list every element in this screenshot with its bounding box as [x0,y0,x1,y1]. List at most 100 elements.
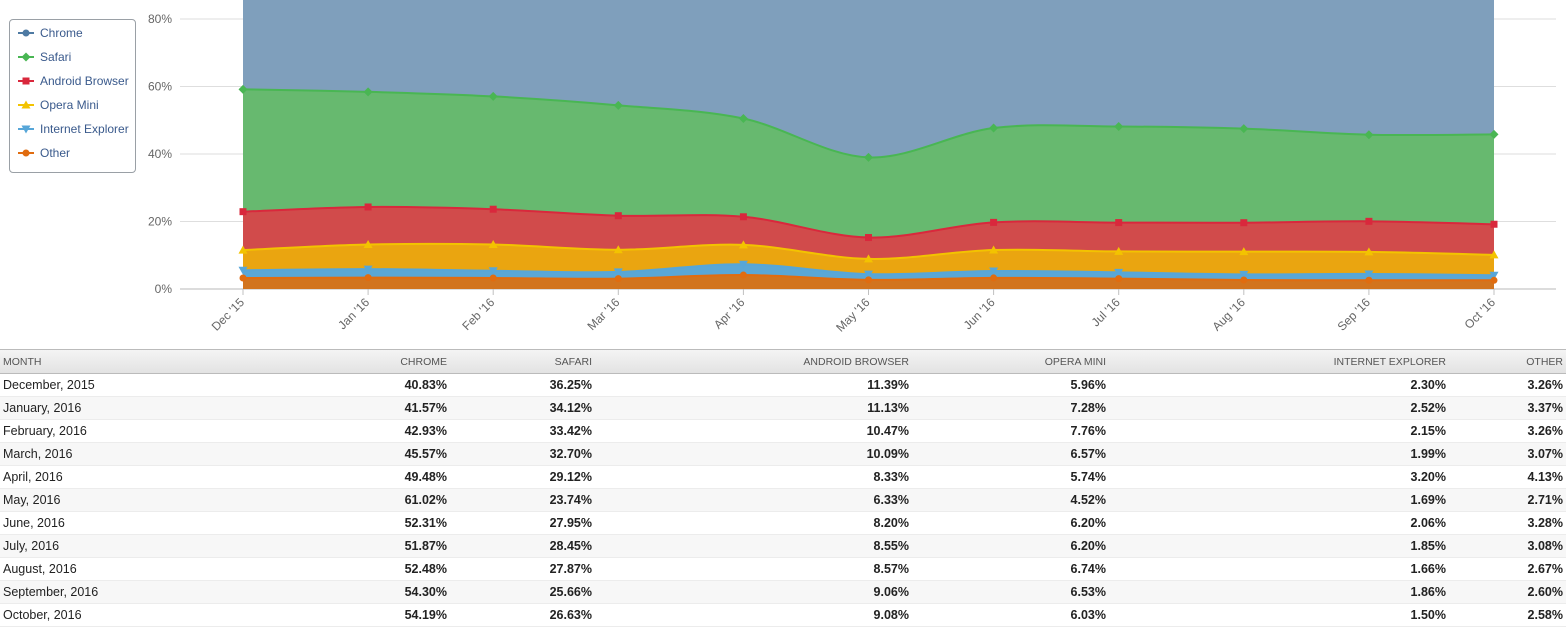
cell-internet-explorer: 2.52% [1109,396,1449,420]
data-point[interactable] [489,274,497,282]
cell-chrome: 42.93% [236,419,450,443]
data-point[interactable] [1489,250,1499,259]
y-tick-label: 0% [155,282,173,296]
data-point[interactable] [239,274,247,282]
data-point[interactable] [864,152,873,162]
data-point[interactable] [238,84,248,94]
table-row: March, 2016 45.57% 32.70% 10.09% 6.57% 1.99% 3… [0,442,1566,466]
data-point[interactable] [238,266,248,275]
cell-internet-explorer: 1.99% [1109,442,1449,466]
area-internet-explorer[interactable] [243,264,1494,281]
column-header-android-browser[interactable]: ANDROID BROWSER [595,349,912,374]
data-point[interactable] [1489,271,1499,280]
data-point[interactable] [738,113,748,123]
cell-safari: 23.74% [450,488,595,512]
data-point[interactable] [1114,268,1124,277]
data-point[interactable] [738,260,748,269]
column-header-chrome[interactable]: CHROME [236,349,450,374]
data-point[interactable] [1239,124,1249,134]
cell-internet-explorer: 2.15% [1109,419,1449,443]
cell-internet-explorer: 2.06% [1109,511,1449,535]
legend-item-chrome[interactable]: Chrome [18,24,83,42]
data-point[interactable] [1240,219,1248,227]
column-header-safari[interactable]: SAFARI [450,349,595,374]
data-point[interactable] [613,268,623,277]
cell-android-browser: 8.57% [595,557,912,581]
data-point[interactable] [1364,247,1374,256]
data-point[interactable] [1365,276,1373,284]
data-point[interactable] [238,245,248,254]
cell-other: 2.60% [1449,580,1566,604]
area-android-browser[interactable] [243,206,1494,259]
cell-month: August, 2016 [0,557,236,581]
column-header-opera-mini[interactable]: OPERA MINI [912,349,1109,374]
legend-item-android-browser[interactable]: Android Browser [18,72,129,90]
column-header-month[interactable]: MONTH [0,349,236,374]
data-point[interactable] [1365,217,1373,225]
legend-marker-icon [18,100,34,109]
data-point[interactable] [239,208,247,216]
data-point[interactable] [1239,247,1249,256]
data-point[interactable] [1114,246,1124,255]
cell-chrome: 41.57% [236,396,450,420]
data-point[interactable] [989,267,999,276]
data-point[interactable] [363,240,373,249]
data-point[interactable] [989,123,999,133]
data-point[interactable] [1115,275,1123,283]
cell-internet-explorer: 1.50% [1109,603,1449,627]
area-chrome[interactable] [243,0,1494,158]
cell-month: January, 2016 [0,396,236,420]
data-point[interactable] [739,271,747,279]
data-point[interactable] [1364,130,1374,140]
data-point[interactable] [1114,122,1124,132]
series-markers [238,84,1499,284]
data-point[interactable] [1364,270,1374,279]
cell-safari: 36.25% [450,373,595,397]
data-point[interactable] [739,213,747,221]
data-point[interactable] [990,218,998,226]
data-point[interactable] [865,276,872,284]
data-point[interactable] [738,240,748,249]
cell-month: July, 2016 [0,534,236,558]
data-point[interactable] [364,274,372,282]
legend-item-safari[interactable]: Safari [18,48,71,66]
data-point[interactable] [613,245,623,254]
cell-chrome: 49.48% [236,465,450,489]
data-point[interactable] [1240,276,1248,284]
data-point[interactable] [1115,219,1123,227]
data-point[interactable] [1490,220,1498,228]
data-point[interactable] [1239,270,1249,279]
table-row: October, 2016 54.19% 26.63% 9.08% 6.03% 1.50%… [0,603,1566,627]
cell-opera-mini: 7.28% [912,396,1109,420]
table-row: August, 2016 52.48% 27.87% 8.57% 6.74% 1.66% 2… [0,557,1566,581]
x-tick-label: Sep '16 [1335,295,1374,334]
cell-other: 4.13% [1449,465,1566,489]
data-point[interactable] [864,270,873,279]
cell-opera-mini: 6.53% [912,580,1109,604]
data-point[interactable] [864,254,873,263]
data-point[interactable] [990,274,998,282]
data-point[interactable] [1489,129,1499,139]
data-point[interactable] [989,245,999,254]
cell-internet-explorer: 1.85% [1109,534,1449,558]
data-point[interactable] [614,275,622,283]
data-point[interactable] [364,203,372,211]
data-point[interactable] [363,87,373,97]
cell-chrome: 54.19% [236,603,450,627]
data-point[interactable] [488,267,498,276]
data-point[interactable] [489,205,497,213]
area-safari[interactable] [243,89,1494,238]
legend-item-other[interactable]: Other [18,144,70,162]
legend-item-internet-explorer[interactable]: Internet Explorer [18,120,129,138]
cell-internet-explorer: 1.69% [1109,488,1449,512]
column-header-other[interactable]: OTHER [1449,349,1566,374]
data-point[interactable] [865,234,872,242]
data-point[interactable] [614,212,622,220]
data-point[interactable] [613,100,623,110]
data-point[interactable] [363,265,373,274]
legend-item-opera-mini[interactable]: Opera Mini [18,96,99,114]
data-point[interactable] [488,91,498,101]
data-point[interactable] [1490,276,1498,284]
data-point[interactable] [488,240,498,249]
column-header-internet-explorer[interactable]: INTERNET EXPLORER [1109,349,1449,374]
